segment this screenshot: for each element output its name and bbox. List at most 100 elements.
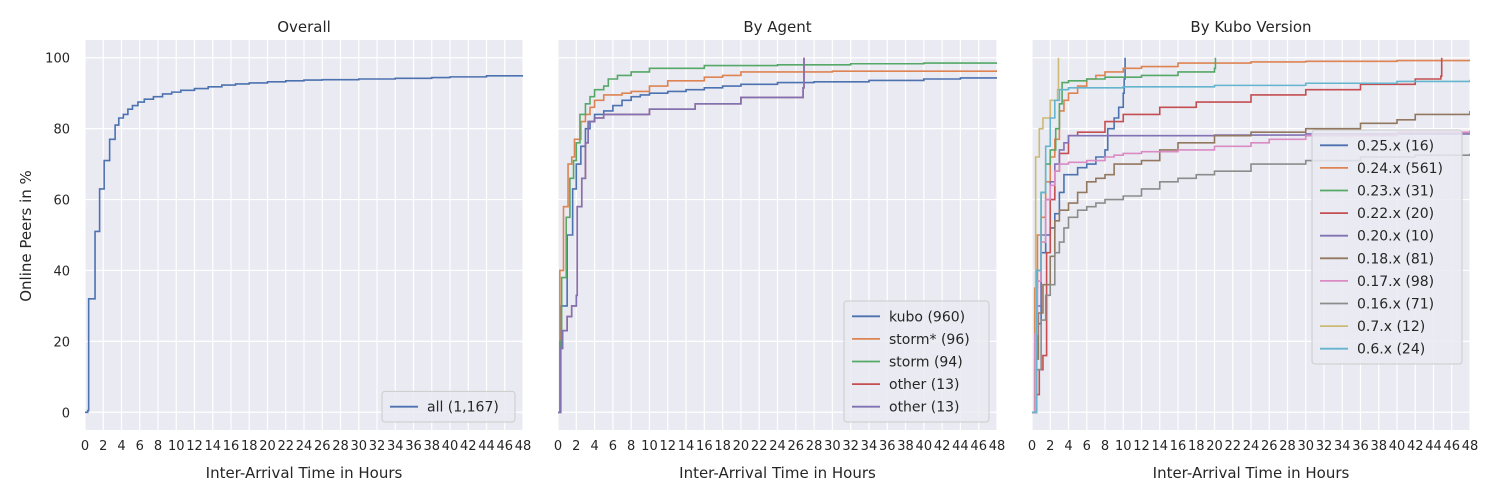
- x-tick-label: 16: [696, 439, 713, 454]
- x-tick-label: 6: [136, 439, 144, 454]
- series-line: [1032, 79, 1470, 414]
- x-tick-label: 8: [1101, 439, 1109, 454]
- x-tick-label: 28: [806, 439, 823, 454]
- x-tick-label: 2: [572, 439, 580, 454]
- x-tick-label: 8: [154, 439, 162, 454]
- x-tick-label: 44: [952, 439, 969, 454]
- x-tick-label: 34: [861, 439, 878, 454]
- x-tick-label: 42: [460, 439, 477, 454]
- legend-label: 0.7.x (12): [1357, 319, 1425, 335]
- series-line: [1032, 57, 1060, 414]
- x-tick-label: 22: [277, 439, 294, 454]
- x-tick-label: 24: [296, 439, 313, 454]
- panel-overall: 0 2 4 6 8 10 12 14 16 18 20 22 24 26 28 30 32 34 36 38 40 42 4…: [45, 18, 531, 482]
- x-tick-label: 32: [1316, 439, 1333, 454]
- x-tick-label: 22: [751, 439, 768, 454]
- legend: kubo (960) storm* (96) storm (94) other (13…: [843, 300, 990, 423]
- legend-label: 0.17.x (98): [1357, 274, 1434, 290]
- series-line: [1032, 59, 1470, 414]
- panel-title: By Agent: [743, 18, 811, 36]
- series-group: [85, 75, 523, 414]
- x-tick-label: 26: [314, 439, 331, 454]
- series-line: [558, 70, 997, 414]
- x-tick-label: 30: [350, 439, 367, 454]
- x-tick-label: 16: [223, 439, 240, 454]
- legend-label: storm (94): [889, 355, 963, 371]
- legend: all (1,167): [381, 390, 516, 423]
- x-tick-label: 6: [609, 439, 617, 454]
- series-line: [558, 77, 997, 414]
- series-line: [85, 75, 523, 414]
- legend-label: all (1,167): [427, 400, 499, 416]
- x-tick-label: 22: [1224, 439, 1241, 454]
- x-tick-label: 48: [1462, 439, 1479, 454]
- x-tick-label: 36: [879, 439, 896, 454]
- legend-label: 0.24.x (561): [1357, 161, 1443, 177]
- x-tick-label: 10: [168, 439, 185, 454]
- panel-by-kubo-version: 0 2 4 6 8 10 12 14 16 18 20 22 24 26 28 30 32 34 36 38 40 42 4…: [1028, 18, 1478, 482]
- x-tick-label: 36: [1352, 439, 1369, 454]
- x-tick-label: 4: [1064, 439, 1072, 454]
- x-tick-label: 0: [81, 439, 89, 454]
- x-tick-label: 42: [1407, 439, 1424, 454]
- legend-label: 0.22.x (20): [1357, 206, 1434, 222]
- legend-label: other (13): [889, 400, 960, 416]
- series-line: [558, 57, 805, 414]
- x-tick-label: 28: [332, 439, 349, 454]
- x-tick-label: 12: [1133, 439, 1150, 454]
- x-tick-label: 14: [678, 439, 695, 454]
- legend-label: 0.20.x (10): [1357, 229, 1434, 245]
- series-line: [1032, 57, 1443, 414]
- x-tick-label: 48: [989, 439, 1006, 454]
- legend-label: kubo (960): [889, 309, 965, 325]
- x-tick-label: 46: [496, 439, 513, 454]
- legend-box: [1311, 129, 1463, 365]
- x-tick-label: 32: [369, 439, 386, 454]
- x-tick-label: 18: [1188, 439, 1205, 454]
- series-line: [1032, 130, 1470, 414]
- x-tick-label: 40: [442, 439, 459, 454]
- panel-by-agent: 0 2 4 6 8 10 12 14 16 18 20 22 24 26 28 30 32 34 36 38 40 42 4…: [554, 18, 1005, 482]
- series-group: [558, 57, 997, 414]
- x-tick-label: 34: [1334, 439, 1351, 454]
- legend-label: 0.25.x (16): [1357, 138, 1434, 154]
- y-tick-label: 0: [62, 406, 70, 421]
- x-tick-label: 12: [186, 439, 203, 454]
- y-tick-label: 40: [53, 264, 70, 279]
- x-tick-label: 30: [1297, 439, 1314, 454]
- series-group: [1032, 57, 1470, 414]
- legend-label: 0.18.x (81): [1357, 251, 1434, 267]
- x-tick-label: 38: [897, 439, 914, 454]
- panel-title: By Kubo Version: [1190, 18, 1311, 36]
- x-tick-label: 18: [241, 439, 258, 454]
- x-tick-label: 32: [842, 439, 859, 454]
- legend: 0.25.x (16) 0.24.x (561) 0.23.x (31) 0.22.x…: [1311, 129, 1463, 365]
- x-tick-label: 26: [1261, 439, 1278, 454]
- series-line: [1032, 153, 1470, 414]
- legend-label: storm* (96): [889, 332, 970, 348]
- x-tick-label: 16: [1170, 439, 1187, 454]
- x-tick-label: 18: [714, 439, 731, 454]
- x-tick-label: 6: [1083, 439, 1091, 454]
- x-tick-label: 36: [405, 439, 422, 454]
- y-tick-label: 20: [53, 335, 70, 350]
- x-tick-label: 0: [1028, 439, 1036, 454]
- legend-box: [381, 390, 516, 423]
- x-axis-label: Inter-Arrival Time in Hours: [206, 464, 403, 482]
- panel-title: Overall: [277, 18, 331, 36]
- x-tick-label: 20: [733, 439, 750, 454]
- y-tick-label: 60: [53, 194, 70, 209]
- x-tick-label: 14: [1151, 439, 1168, 454]
- x-tick-label: 38: [1370, 439, 1387, 454]
- series-line: [1032, 110, 1470, 414]
- x-tick-label: 24: [1243, 439, 1260, 454]
- x-tick-label: 40: [916, 439, 933, 454]
- x-tick-label: 10: [641, 439, 658, 454]
- x-tick-label: 0: [554, 439, 562, 454]
- x-tick-label: 30: [824, 439, 841, 454]
- x-tick-label: 12: [659, 439, 676, 454]
- x-tick-label: 20: [259, 439, 276, 454]
- legend-label: 0.6.x (24): [1357, 342, 1425, 358]
- x-tick-label: 46: [970, 439, 987, 454]
